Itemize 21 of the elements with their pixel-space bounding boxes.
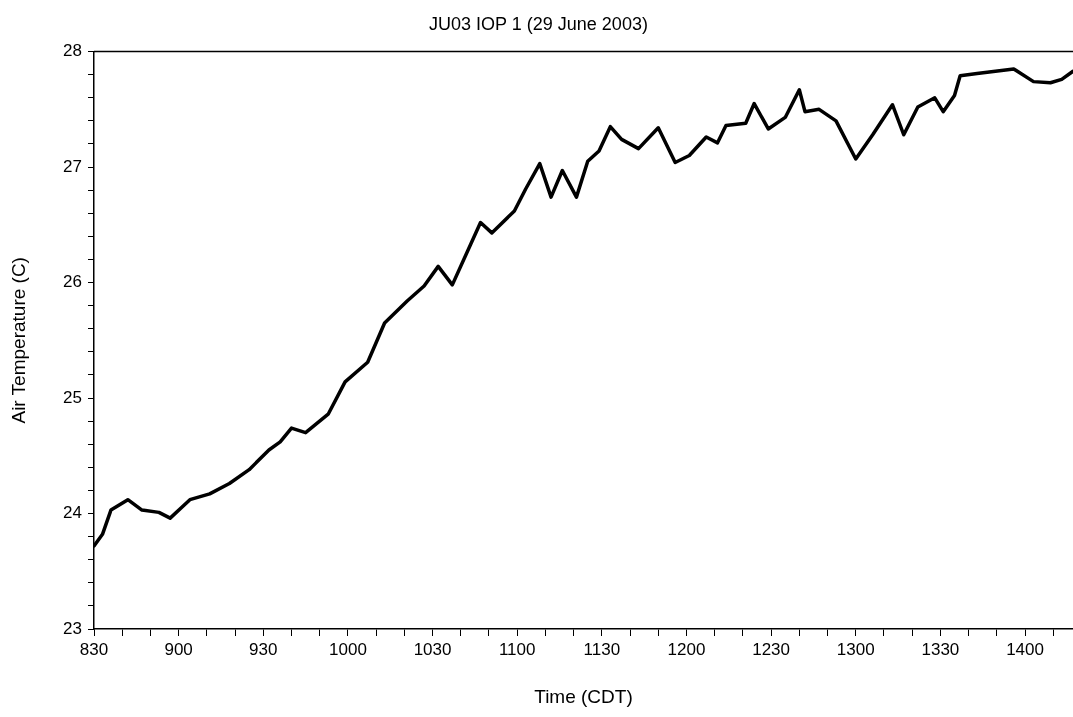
y-tick-label: 28 [63, 41, 82, 61]
y-tick-label: 23 [63, 618, 82, 638]
x-axis-title: Time (CDT) [534, 685, 633, 707]
x-tick-label: 830 [79, 639, 109, 659]
x-tick-label: 1200 [667, 639, 706, 659]
y-tick-label: 26 [63, 272, 82, 292]
x-tick-label: 1030 [413, 639, 452, 659]
x-tick-label: 1300 [836, 639, 875, 659]
x-tick-label: 930 [249, 639, 278, 659]
x-tick-label: 1230 [752, 639, 791, 659]
x-tick-label: 1000 [329, 639, 367, 659]
y-tick-label: 27 [63, 156, 82, 176]
x-tick-label: 1330 [921, 639, 960, 659]
y-tick-label: 24 [63, 503, 82, 523]
x-tick-label: 1400 [1006, 639, 1044, 659]
x-tick-label: 1100 [498, 639, 536, 659]
y-axis-title: Air Temperature (C) [7, 257, 29, 424]
chart-title: JU03 IOP 1 (29 June 2003) [429, 13, 648, 34]
x-tick-label: 1130 [583, 639, 621, 659]
y-tick-label: 25 [63, 387, 82, 407]
x-tick-label: 900 [164, 639, 193, 659]
